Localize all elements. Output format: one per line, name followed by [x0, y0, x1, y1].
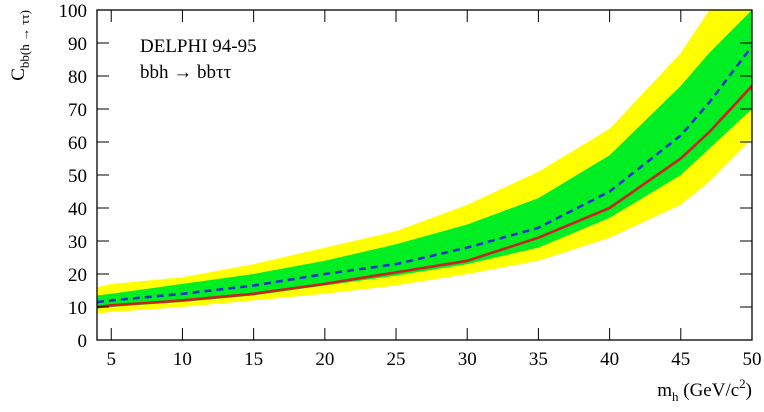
y-axis-label: Cbb(h → ττ) — [8, 10, 32, 81]
x-tick-label: 45 — [671, 349, 690, 370]
x-tick-label: 25 — [387, 349, 406, 370]
x-tick-label: 30 — [458, 349, 477, 370]
x-label-sub: h — [672, 389, 679, 404]
x-tick-label: 40 — [600, 349, 619, 370]
annotation: bbh → bbττ — [140, 62, 232, 83]
y-tick-label: 80 — [68, 67, 87, 88]
band — [97, 10, 752, 314]
y-label-main: C — [8, 68, 29, 81]
x-label-unit: (GeV/c — [679, 380, 740, 401]
y-tick-label: 50 — [68, 166, 87, 187]
y-tick-label: 0 — [78, 331, 88, 352]
y-tick-label: 90 — [68, 34, 87, 55]
y-tick-label: 60 — [68, 133, 87, 154]
annotation: DELPHI 94-95 — [140, 36, 257, 57]
y-tick-label: 40 — [68, 199, 87, 220]
x-label-sup: 2 — [739, 376, 746, 391]
x-tick-label: 20 — [315, 349, 334, 370]
y-tick-label: 30 — [68, 232, 87, 253]
x-tick-label: 15 — [244, 349, 263, 370]
x-tick-label: 50 — [743, 349, 762, 370]
plot-area — [97, 10, 752, 314]
y-tick-label: 20 — [68, 265, 87, 286]
y-tick-label: 10 — [68, 298, 87, 319]
x-label-close: ) — [746, 380, 752, 401]
x-tick-label: 5 — [106, 349, 116, 370]
x-label-main: m — [657, 380, 672, 401]
x-axis-label: mh (GeV/c2) — [657, 376, 752, 404]
x-tick-label: 10 — [173, 349, 192, 370]
y-label-sub: bb(h → ττ) — [17, 10, 32, 68]
line — [97, 45, 752, 304]
x-tick-label: 35 — [529, 349, 548, 370]
band — [97, 10, 752, 309]
line — [97, 85, 752, 309]
y-tick-label: 70 — [68, 100, 87, 121]
y-tick-label: 100 — [59, 1, 88, 22]
